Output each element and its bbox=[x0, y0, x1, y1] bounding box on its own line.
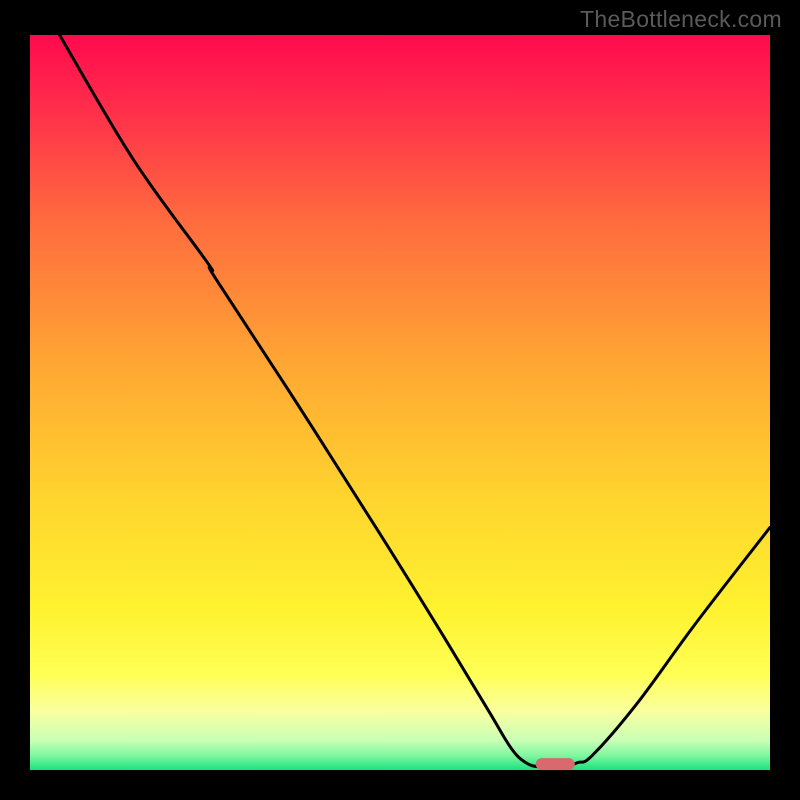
plot-area bbox=[30, 35, 770, 770]
optimal-point-marker bbox=[536, 758, 574, 770]
bottleneck-curve bbox=[30, 35, 770, 770]
chart-frame: TheBottleneck.com bbox=[0, 0, 800, 800]
watermark-text: TheBottleneck.com bbox=[580, 6, 782, 33]
